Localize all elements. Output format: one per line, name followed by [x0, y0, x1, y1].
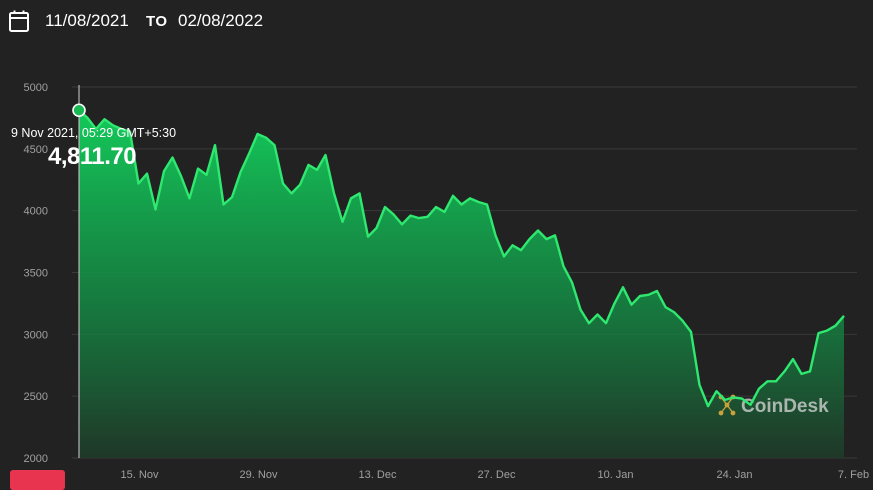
price-line	[78, 109, 845, 408]
date-range-picker: TO	[0, 0, 873, 40]
coindesk-watermark: CoinDesk	[718, 394, 829, 417]
x-tick-label: 15. Nov	[121, 469, 159, 481]
y-tick-label: 5000	[24, 82, 48, 94]
to-date-input[interactable]	[178, 9, 268, 33]
x-axis: 15. Nov 29. Nov 13. Dec 27. Dec 10. Jan 24. J…	[121, 469, 870, 481]
x-tick-label: 10. Jan	[597, 469, 633, 481]
tooltip-date: 9 Nov 2021, 05:29 GMT+5:30	[11, 126, 177, 140]
x-tick-label: 24. Jan	[716, 469, 752, 481]
y-tick-label: 3500	[24, 268, 48, 280]
calendar-icon[interactable]	[9, 10, 29, 32]
y-axis: 2000 2500 3000 3500 4000 4500 5000	[24, 82, 48, 465]
y-tick-label: 4000	[24, 206, 48, 218]
from-date-input[interactable]	[45, 9, 145, 33]
y-tick-label: 2000	[24, 453, 48, 465]
watermark-text: CoinDesk	[741, 396, 829, 417]
x-tick-label: 7. Feb	[838, 469, 869, 481]
feedback-tab[interactable]	[10, 470, 65, 490]
y-tick-label: 4500	[24, 144, 48, 156]
y-tick-label: 3000	[24, 329, 48, 341]
tooltip-price: 4,811.70	[48, 143, 137, 170]
y-tick-label: 2500	[24, 391, 48, 403]
price-area	[79, 110, 844, 458]
x-tick-label: 29. Nov	[240, 469, 278, 481]
hover-point[interactable]	[72, 103, 86, 118]
to-label: TO	[146, 13, 168, 30]
x-tick-label: 13. Dec	[359, 469, 397, 481]
x-tick-label: 27. Dec	[478, 469, 516, 481]
